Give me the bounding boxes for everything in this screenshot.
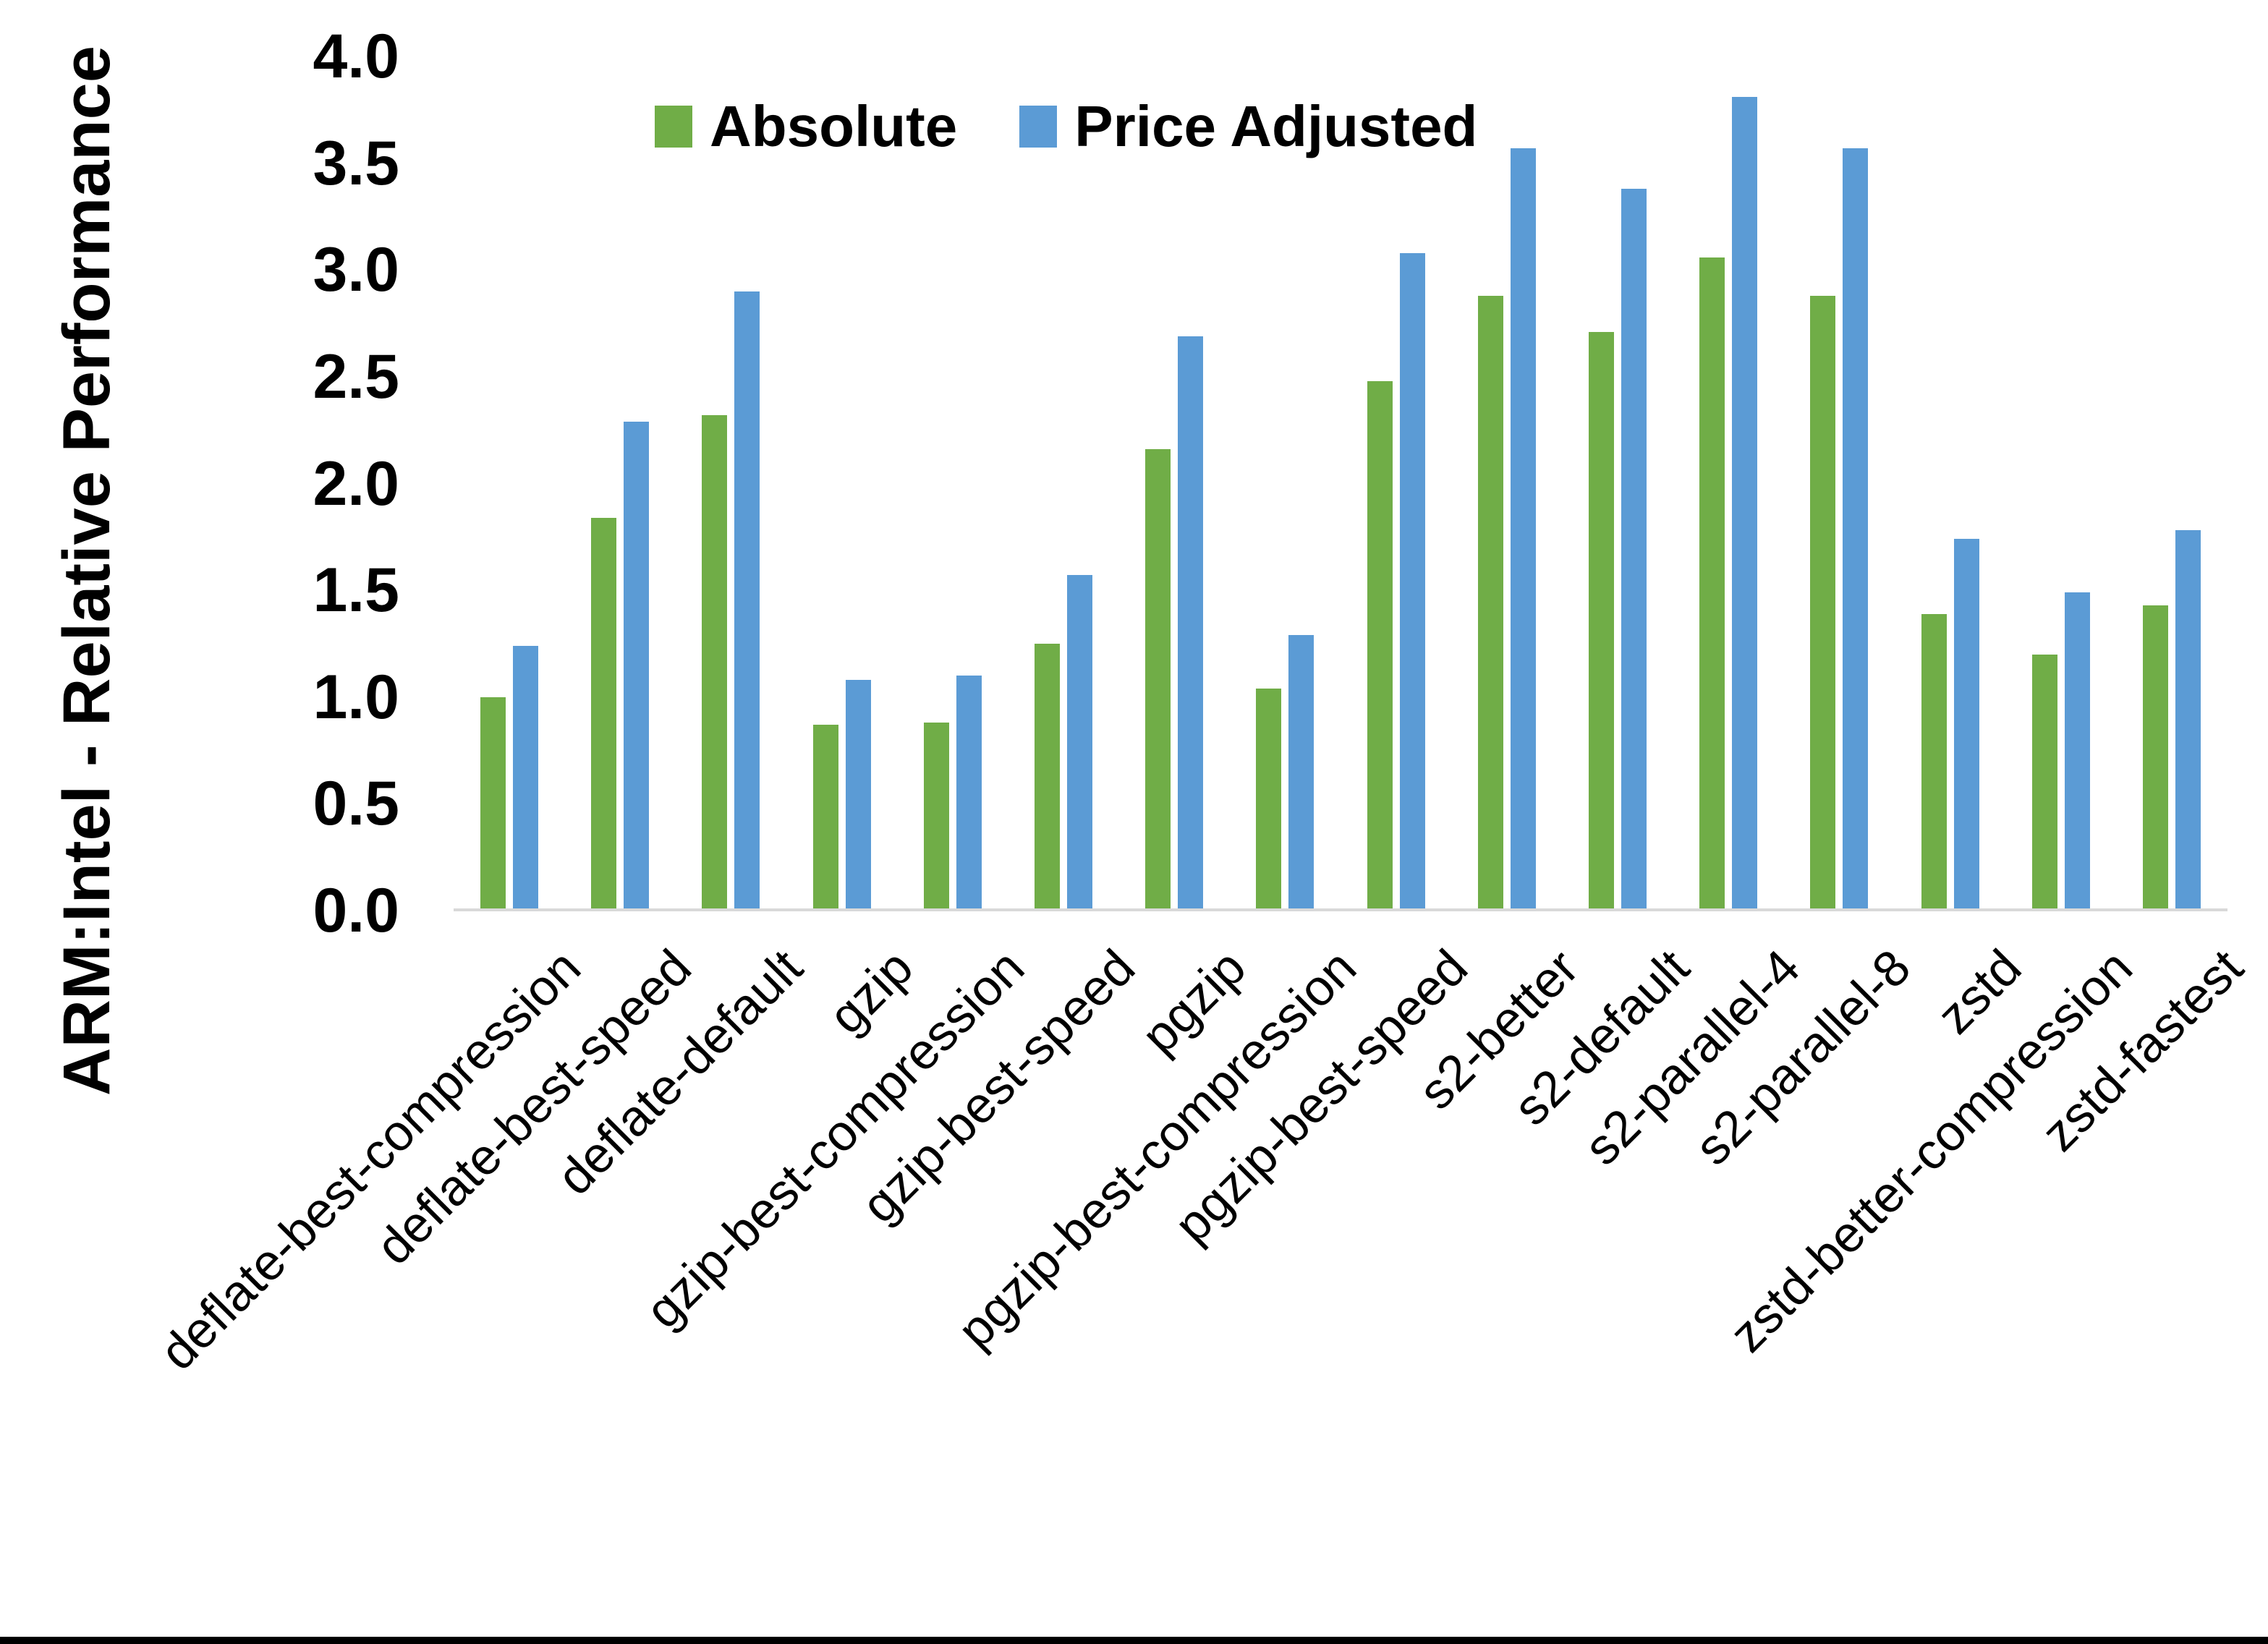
bar-price-adjusted-gzip — [845, 680, 871, 911]
bar-price-adjusted-s2-default — [1621, 189, 1647, 911]
bar-absolute-s2-better — [1477, 295, 1503, 911]
bar-absolute-zstd-fastest — [2143, 605, 2168, 911]
bar-absolute-gzip-best-speed — [1035, 643, 1060, 911]
bar-price-adjusted-zstd-fastest — [2175, 530, 2201, 911]
y-tick-label: 0.0 — [313, 876, 399, 945]
bar-absolute-zstd-better-compression — [2031, 654, 2057, 911]
y-tick-label: 1.0 — [313, 662, 399, 732]
bar-absolute-pgzip — [1145, 449, 1171, 911]
y-tick-label: 2.0 — [313, 448, 399, 519]
y-tick-label: 0.5 — [313, 769, 399, 839]
bar-absolute-gzip — [812, 725, 838, 911]
bar-absolute-pgzip-best-speed — [1367, 380, 1393, 911]
bar-absolute-gzip-best-compression — [923, 723, 949, 911]
bar-absolute-s2-default — [1589, 331, 1614, 911]
y-tick-label: 3.5 — [313, 128, 399, 198]
x-axis-line — [454, 908, 2227, 911]
bar-absolute-deflate-best-compression — [480, 697, 506, 911]
legend-swatch-icon — [655, 106, 692, 148]
bar-price-adjusted-zstd — [1953, 539, 1979, 911]
bar-price-adjusted-zstd-better-compression — [2064, 592, 2090, 911]
bar-price-adjusted-s2-better — [1510, 148, 1536, 911]
bar-absolute-s2-parallel-8 — [1810, 295, 1836, 911]
bar-absolute-zstd — [1921, 613, 1947, 911]
bar-price-adjusted-gzip-best-speed — [1067, 575, 1092, 911]
bar-absolute-deflate-default — [702, 415, 728, 911]
bar-price-adjusted-pgzip-best-compression — [1288, 635, 1314, 911]
bottom-border-bar — [0, 1637, 2268, 1644]
y-tick-label: 4.0 — [313, 22, 399, 91]
bar-price-adjusted-pgzip — [1178, 336, 1204, 911]
legend-item-price-adjusted: Price Adjusted — [1019, 94, 1478, 158]
legend-swatch-icon — [1019, 106, 1058, 148]
chart-legend: Absolute Price Adjusted — [655, 94, 1478, 158]
bar-absolute-pgzip-best-compression — [1256, 688, 1282, 911]
bar-price-adjusted-pgzip-best-speed — [1399, 252, 1425, 911]
x-category-label: deflate-best-compression — [149, 939, 592, 1381]
y-tick-label: 2.5 — [313, 341, 399, 412]
legend-label: Absolute — [710, 94, 958, 158]
bar-price-adjusted-s2-parallel-4 — [1732, 97, 1758, 911]
bar-absolute-s2-parallel-4 — [1699, 257, 1725, 911]
bar-price-adjusted-s2-parallel-8 — [1843, 148, 1869, 911]
bar-price-adjusted-deflate-default — [734, 291, 760, 911]
legend-label: Price Adjusted — [1074, 94, 1478, 158]
y-tick-label: 1.5 — [313, 555, 399, 626]
bar-price-adjusted-gzip-best-compression — [956, 676, 982, 911]
bar-price-adjusted-deflate-best-speed — [624, 421, 650, 911]
bar-absolute-deflate-best-speed — [591, 517, 617, 911]
y-tick-label: 3.0 — [313, 235, 399, 305]
bar-price-adjusted-deflate-best-compression — [513, 645, 538, 911]
legend-item-absolute: Absolute — [655, 94, 958, 158]
